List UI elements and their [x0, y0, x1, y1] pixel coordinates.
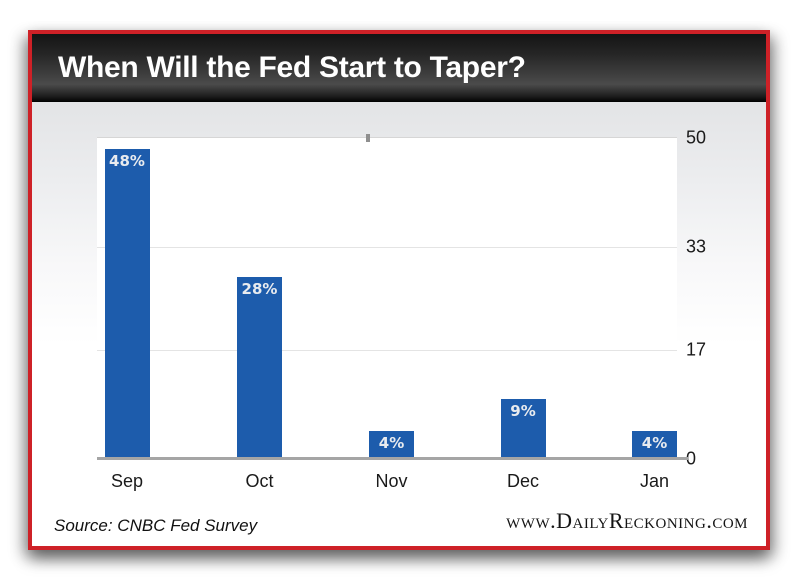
bar-value-label-dec: 9%	[510, 402, 536, 421]
plot-area: 50 33 17 0 48% Sep 28% Oct 4% Nov 9% Dec 4% Jan	[97, 128, 706, 491]
chart-title: When Will the Fed Start to Taper?	[58, 51, 526, 84]
chart-card: When Will the Fed Start to Taper? 50 33 17…	[28, 30, 770, 550]
bar-value-label-nov: 4%	[378, 434, 405, 453]
x-axis-label-jan: Jan	[639, 471, 670, 491]
chart-card-inner: When Will the Fed Start to Taper? 50 33 17…	[32, 34, 766, 546]
y-axis-tick-label-0: 0	[686, 448, 697, 469]
bar-nov: 4%	[369, 431, 414, 457]
x-axis-label-dec: Dec	[506, 471, 540, 491]
bar-dec: 9%	[500, 399, 546, 457]
y-axis-tick-label-33: 33	[686, 236, 707, 257]
x-axis-baseline	[97, 457, 688, 460]
x-axis-label-oct: Oct	[245, 471, 274, 491]
title-bar: When Will the Fed Start to Taper?	[32, 34, 766, 102]
bar-value-label-sep: 48%	[109, 151, 145, 170]
top-axis-tick	[366, 134, 370, 142]
y-axis-tick-label-50: 50	[686, 127, 707, 148]
x-axis-label-nov: Nov	[375, 471, 408, 491]
source-note: Source: CNBC Fed Survey	[54, 516, 258, 535]
bar-oct: 28%	[237, 277, 282, 457]
x-axis-label-sep: Sep	[110, 471, 144, 491]
chart-area: 50 33 17 0 48% Sep 28% Oct 4% Nov 9% Dec 4% Jan	[32, 102, 766, 494]
bar-jan: 4%	[632, 431, 677, 457]
y-axis-tick-label-17: 17	[686, 339, 707, 360]
site-credit: www.DailyReckoning.com	[506, 508, 748, 533]
bar-value-label-oct: 28%	[241, 280, 278, 299]
bar-sep: 48%	[104, 148, 150, 457]
bar-value-label-jan: 4%	[641, 434, 668, 453]
gridline-33	[97, 247, 677, 249]
gridline-17	[97, 349, 677, 351]
